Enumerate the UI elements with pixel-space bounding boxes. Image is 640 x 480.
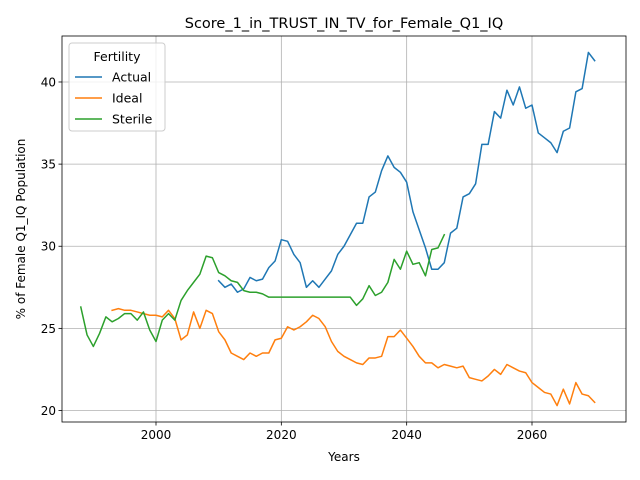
- series-line-actual: [217, 51, 596, 293]
- series-line-sterile: [79, 233, 446, 348]
- y-tick-label: 25: [41, 322, 56, 336]
- y-axis-label: % of Female Q1_IQ Population: [14, 139, 28, 320]
- legend-box: [68, 42, 166, 132]
- legend-label-sterile: Sterile: [112, 112, 153, 127]
- legend-items: Actual Ideal Sterile: [75, 70, 153, 127]
- x-tick-label: 2020: [266, 428, 297, 442]
- plot-frame: [61, 35, 627, 423]
- series-line-ideal: [111, 307, 596, 407]
- y-axis-ticks: 20 25 30 35 40: [41, 75, 62, 418]
- x-axis-label: Years: [327, 450, 360, 464]
- y-tick-label: 30: [41, 240, 56, 254]
- x-axis-ticks: 2000 2020 2040 2060: [141, 422, 548, 442]
- y-tick-label: 40: [41, 75, 56, 89]
- legend-label-actual: Actual: [112, 70, 151, 85]
- legend-label-ideal: Ideal: [112, 91, 142, 106]
- y-tick-label: 35: [41, 158, 56, 172]
- y-tick-label: 20: [41, 404, 56, 418]
- x-tick-label: 2000: [141, 428, 172, 442]
- chart-title: Score_1_in_TRUST_IN_TV_for_Female_Q1_IQ: [185, 16, 504, 32]
- x-tick-label: 2060: [517, 428, 548, 442]
- legend-title: Fertility: [94, 49, 142, 64]
- x-tick-label: 2040: [391, 428, 422, 442]
- legend: Fertility Actual Ideal Sterile: [68, 42, 166, 132]
- series-lines: [79, 51, 596, 407]
